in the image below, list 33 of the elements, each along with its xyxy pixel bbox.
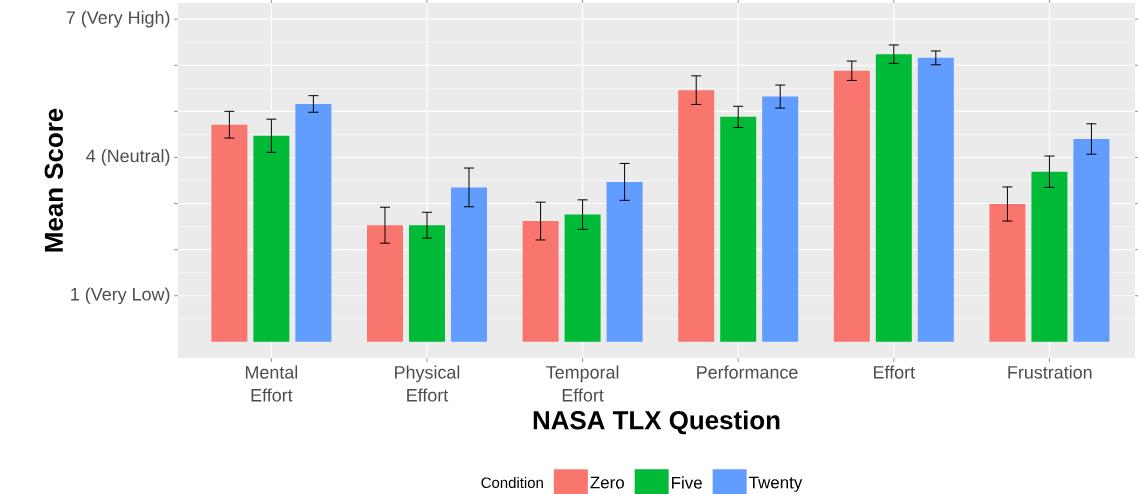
y-tick-label: 4 (Neutral) (86, 149, 170, 166)
y-tick-label: 1 (Very Low) (71, 287, 170, 305)
bar (678, 90, 715, 342)
legend-label: Five (672, 476, 702, 489)
y-axis-title: Mean Score (44, 108, 63, 252)
bar (408, 225, 445, 342)
bar (1031, 171, 1068, 342)
x-tick-label: Physical Effort (395, 365, 460, 402)
x-tick-label: Performance (697, 365, 798, 379)
bar (875, 54, 912, 342)
bar (450, 187, 487, 342)
x-tick-label: Temporal Effort (546, 365, 619, 402)
bar (564, 214, 601, 342)
bar (253, 135, 290, 342)
x-tick-label: Frustration (1008, 365, 1092, 379)
bar (762, 96, 799, 342)
bar (211, 124, 248, 342)
bar (1073, 139, 1110, 342)
bar (295, 103, 332, 342)
x-tick-label: Mental Effort (245, 365, 298, 402)
bar (522, 221, 559, 342)
x-axis-title: NASA TLX Question (533, 410, 780, 435)
bar (989, 204, 1026, 342)
legend-label: Zero (590, 476, 624, 489)
legend-label: Twenty (749, 476, 803, 492)
y-tick-label: 7 (Very High) (66, 10, 170, 28)
legend-title: Condition (481, 477, 543, 489)
x-tick-label: Effort (874, 365, 915, 379)
bar (917, 57, 954, 342)
bar (366, 225, 403, 342)
bar (833, 70, 870, 342)
bar (606, 181, 643, 342)
bar (720, 116, 757, 342)
